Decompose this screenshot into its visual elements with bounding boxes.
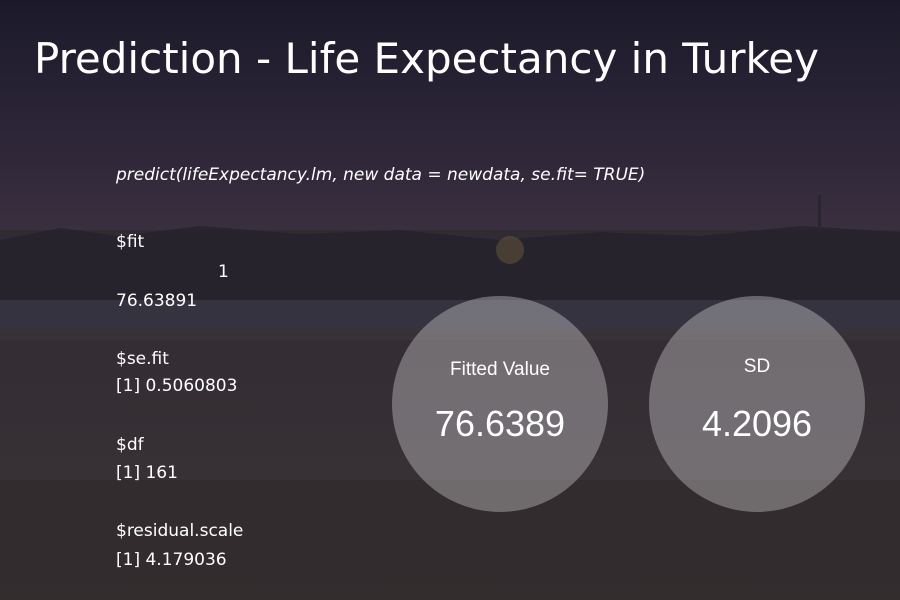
fit-value: 76.63891 xyxy=(116,291,198,311)
code-line: predict(lifeExpectancy.lm, new data = ne… xyxy=(116,165,646,185)
sd-label: SD xyxy=(743,356,771,377)
df-value: [1] 161 xyxy=(116,463,178,483)
residual-scale-label: $residual.scale xyxy=(116,521,244,541)
fit-label: $fit xyxy=(116,232,145,252)
fitted-value-circle: Fitted Value 76.6389 xyxy=(392,296,608,512)
fit-index: 1 xyxy=(218,262,229,282)
se-fit-label: $se.fit xyxy=(116,349,169,369)
sd-value: 4.2096 xyxy=(701,403,813,444)
df-label: $df xyxy=(116,435,144,455)
page-title: Prediction - Life Expectancy in Turkey xyxy=(34,34,819,83)
fitted-value-label: Fitted Value xyxy=(450,359,550,380)
se-fit-value: [1] 0.5060803 xyxy=(116,376,238,396)
residual-scale-value: [1] 4.179036 xyxy=(116,550,227,570)
sd-circle: SD 4.2096 xyxy=(649,296,865,512)
fitted-value-number: 76.6389 xyxy=(434,403,566,444)
